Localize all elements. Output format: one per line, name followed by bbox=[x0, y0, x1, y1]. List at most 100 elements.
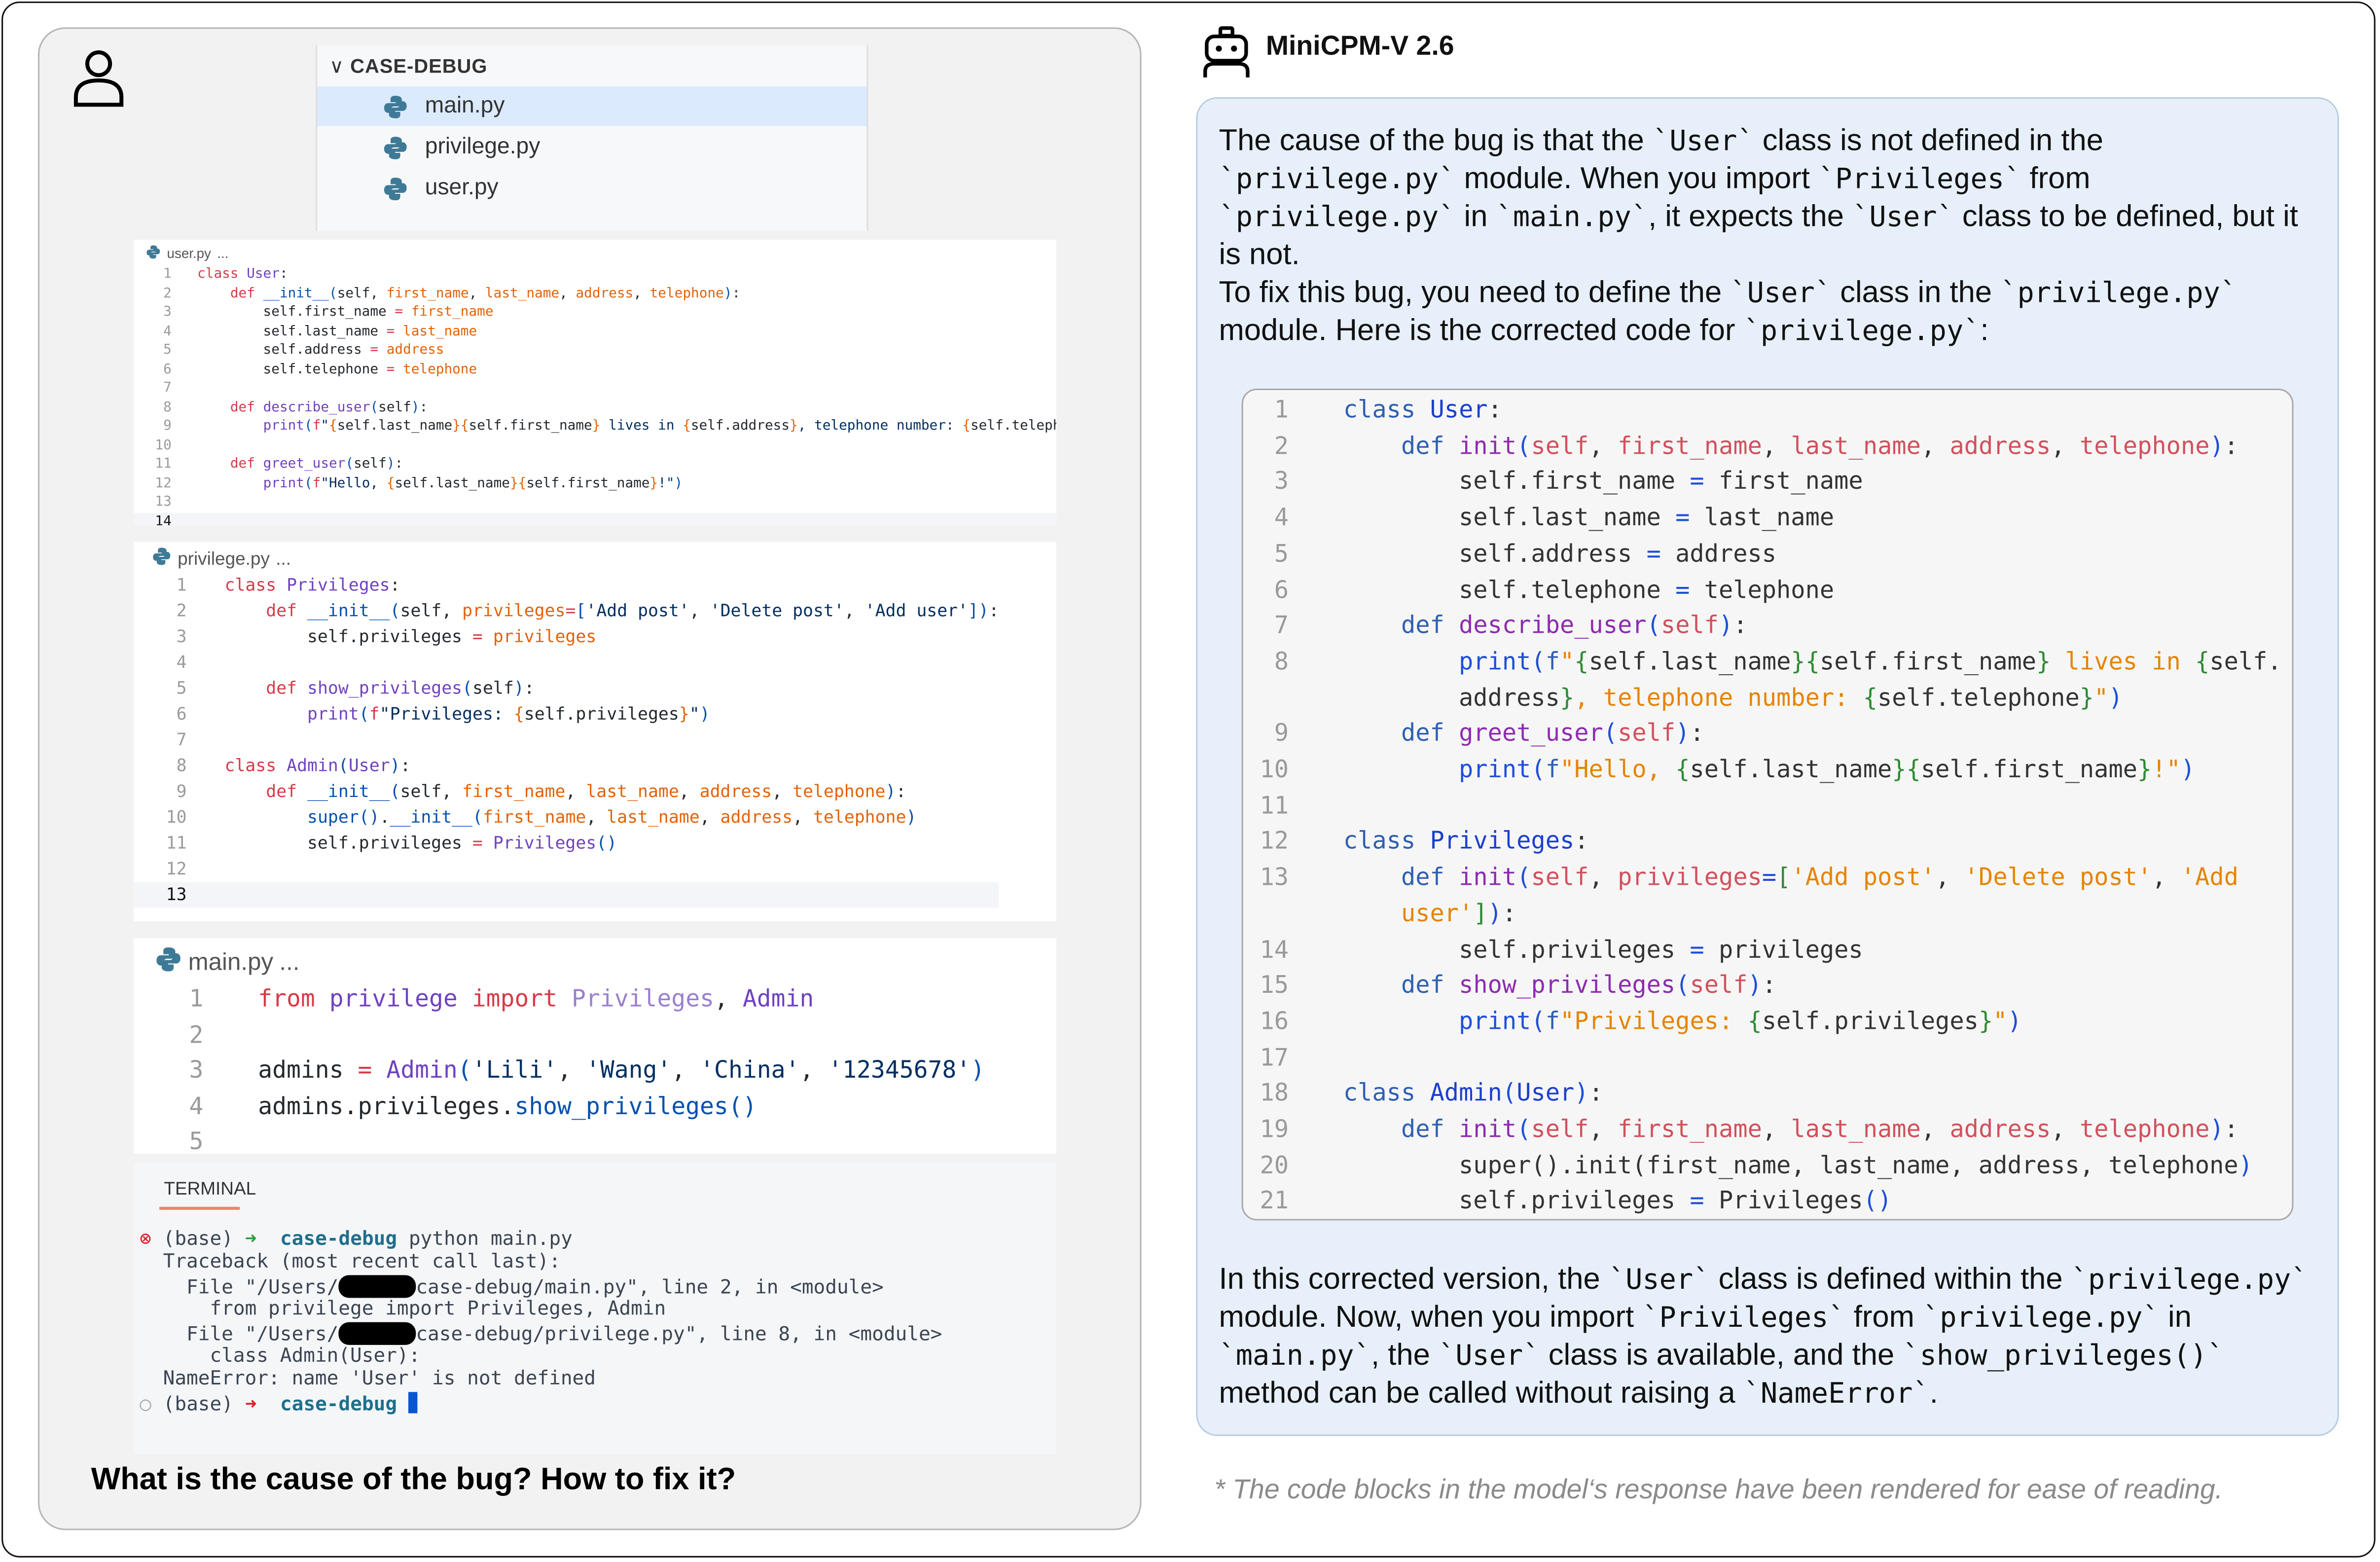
code-token: Privileges bbox=[493, 833, 597, 853]
code-token: ( bbox=[457, 1056, 472, 1084]
code-line: 1 class Privileges: bbox=[134, 572, 999, 598]
code-token: f bbox=[1545, 1006, 1560, 1035]
code-token: self.telephone bbox=[970, 419, 1056, 435]
code-token: show_privileges bbox=[307, 678, 463, 698]
code-token bbox=[1343, 863, 1401, 891]
code-text: class User: bbox=[1343, 392, 1502, 428]
line-number: 9 bbox=[176, 782, 187, 802]
line-number: 9 bbox=[163, 419, 172, 435]
code-text bbox=[258, 1125, 272, 1154]
code-token: self.last_name bbox=[1343, 503, 1676, 532]
code-token: from bbox=[258, 985, 315, 1013]
breadcrumb-file[interactable]: main.py bbox=[188, 949, 274, 976]
error-message: NameError: name 'User' is not defined bbox=[140, 1368, 596, 1391]
code-token: address bbox=[1660, 539, 1777, 568]
terminal-panel: TERMINAL ⊗ (base) ➜ case-debug python ma… bbox=[133, 1162, 1057, 1454]
text: from bbox=[2021, 162, 2091, 196]
text: class is not defined in the bbox=[1754, 124, 2103, 158]
robot-icon bbox=[1203, 26, 1250, 77]
terminal-prompt[interactable]: ○ (base) ➜ case-debug bbox=[140, 1391, 418, 1417]
code-token: = bbox=[565, 601, 576, 621]
code-token: show_privileges bbox=[1459, 970, 1676, 999]
code-token: ( bbox=[304, 419, 313, 435]
model-name: MiniCPM-V 2.6 bbox=[1265, 30, 1454, 61]
code-token bbox=[276, 575, 287, 595]
explorer-file-privilege-py[interactable]: privilege.py bbox=[317, 128, 866, 167]
code-token: { bbox=[962, 419, 971, 435]
code-line: 1 from privilege import Privileges, Admin bbox=[134, 982, 985, 1017]
code-token bbox=[1444, 431, 1459, 459]
code-line: 2 def init(self, first_name, last_name, … bbox=[1243, 428, 2282, 464]
code-token: def bbox=[1401, 970, 1444, 999]
traceback-header: Traceback (most recent call last): bbox=[140, 1251, 561, 1274]
code-token bbox=[1444, 719, 1459, 747]
code-token: ) bbox=[1719, 610, 1733, 640]
line-number: 1 bbox=[1274, 395, 1289, 424]
code-token: 'Delete post' bbox=[1964, 862, 2152, 892]
code-token bbox=[403, 305, 411, 321]
text: class to be defined, but it is not. bbox=[1219, 200, 2298, 272]
code-token: : bbox=[1574, 826, 1589, 856]
code-token bbox=[225, 807, 307, 827]
breadcrumb-file[interactable]: privilege.py bbox=[178, 548, 270, 570]
code-token: , bbox=[2051, 1114, 2080, 1143]
code-token: ) bbox=[1574, 1078, 1589, 1107]
error-text: NameError: name 'User' is not defined bbox=[163, 1368, 596, 1391]
chevron-down-icon: ∨ bbox=[329, 54, 351, 77]
breadcrumb-file[interactable]: user.py bbox=[167, 246, 211, 261]
code-token: : bbox=[1733, 610, 1748, 640]
line-number bbox=[1243, 680, 1289, 716]
code-token: last_name bbox=[1791, 1114, 1921, 1143]
code-line: 10 bbox=[134, 436, 1056, 455]
code-token: def bbox=[1401, 431, 1444, 460]
path-prefix: File "/Users/ bbox=[163, 1276, 339, 1299]
inline-code: `User` bbox=[1652, 126, 1754, 158]
traceback-file-2: File "/Users/case-debug/privilege.py", l… bbox=[140, 1321, 942, 1346]
code-line: 5 def show_privileges(self): bbox=[134, 676, 999, 701]
code-block: 1 class User: 2 def init(self, first_name,… bbox=[1241, 388, 2294, 1221]
code-token: } bbox=[2137, 754, 2152, 784]
code-token: = bbox=[1675, 503, 1690, 532]
file-explorer: ∨ CASE-DEBUG main.py privilege.py user.p… bbox=[316, 45, 868, 231]
code-token: class bbox=[224, 756, 277, 776]
code-token: : bbox=[2224, 431, 2239, 460]
code-line: 11 bbox=[1243, 788, 2282, 824]
arrow-icon: ➜ bbox=[245, 1228, 257, 1251]
line-number: 5 bbox=[189, 1127, 204, 1154]
inline-code: `Privileges` bbox=[1642, 1302, 1845, 1335]
code-token: ( bbox=[1646, 610, 1661, 640]
code-line: 2 bbox=[134, 1018, 985, 1053]
line-number: 12 bbox=[1260, 826, 1289, 856]
line-number: 4 bbox=[189, 1092, 204, 1120]
code-line: 9 def greet_user(self): bbox=[1243, 716, 2282, 752]
line-number bbox=[1243, 895, 1289, 931]
code-token: self.privileges bbox=[224, 833, 472, 853]
code-token: self. bbox=[2209, 646, 2282, 676]
explorer-file-user-py[interactable]: user.py bbox=[317, 169, 866, 208]
code-token: print( bbox=[1459, 1006, 1546, 1035]
line-number: 14 bbox=[155, 513, 172, 525]
code-token: self.privileges bbox=[1343, 1186, 1690, 1215]
code-token bbox=[297, 782, 307, 801]
code-token: " bbox=[1560, 646, 1575, 676]
code-token: ) bbox=[885, 782, 896, 802]
code-token: } bbox=[1559, 682, 1575, 712]
code-token: self.first_name bbox=[469, 419, 592, 435]
explorer-folder[interactable]: ∨ CASE-DEBUG bbox=[329, 54, 488, 77]
code-token: ) bbox=[906, 807, 917, 828]
code-text: print(f"Hello, {self.last_name}{self.fir… bbox=[197, 474, 683, 493]
code-token: class bbox=[197, 267, 239, 283]
inline-code: `privilege.py` bbox=[1219, 202, 1456, 234]
explorer-file-main-py[interactable]: main.py bbox=[317, 86, 867, 126]
code-token: = bbox=[395, 305, 403, 321]
code-token: , bbox=[565, 782, 586, 802]
tab-terminal[interactable]: TERMINAL bbox=[164, 1178, 256, 1199]
text: class in the bbox=[1832, 276, 2001, 310]
code-token: ] bbox=[1473, 898, 1488, 928]
code-line: 3 self.privileges = privileges bbox=[134, 624, 999, 650]
code-token: : bbox=[395, 457, 403, 472]
code-token: self.first_name bbox=[1819, 646, 2037, 676]
code-token: = bbox=[472, 833, 483, 853]
code-token: User bbox=[247, 267, 280, 283]
code-token bbox=[315, 985, 329, 1012]
